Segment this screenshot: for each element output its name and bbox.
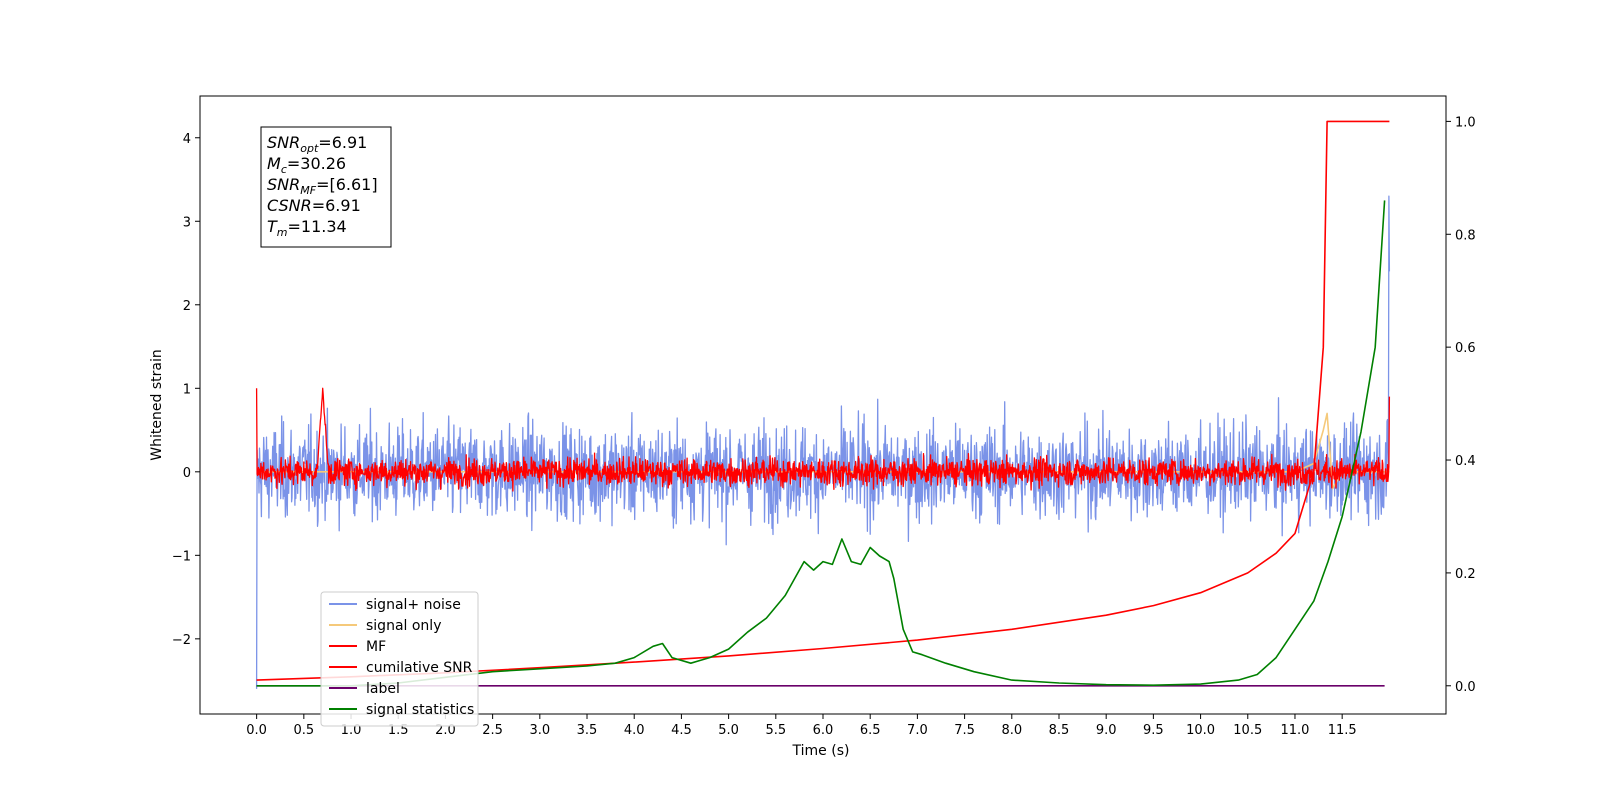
legend-label: cumilative SNR	[366, 660, 473, 676]
x-axis-label: Time (s)	[792, 743, 850, 759]
x-tick-label: 8.5	[1049, 723, 1070, 738]
annotation-symbol: SNR	[267, 175, 300, 194]
x-tick-label: 0.5	[293, 723, 314, 738]
y-axis-label: Whitened strain	[149, 349, 165, 460]
annotation-value: =6.91	[318, 133, 367, 152]
x-tick-label: 10.0	[1186, 723, 1215, 738]
annotation-subscript: MF	[300, 184, 316, 197]
x-tick-label: 10.5	[1233, 723, 1262, 738]
y-tick-label: 2	[183, 299, 191, 314]
legend-label: signal+ noise	[366, 597, 461, 613]
annotation-value: =6.91	[312, 196, 361, 215]
x-tick-label: 4.5	[671, 723, 692, 738]
x-tick-label: 3.5	[577, 723, 598, 738]
annotation-line: Mc=30.26	[267, 154, 346, 176]
x-tick-label: 7.0	[907, 723, 928, 738]
y-tick-label: 1	[183, 382, 191, 397]
x-tick-label: 1.5	[388, 723, 409, 738]
annotation-subscript: opt	[300, 142, 319, 155]
x-tick-label: 0.0	[246, 723, 267, 738]
y-right-tick-label: 0.4	[1455, 454, 1476, 469]
annotation-line: Tm=11.34	[267, 217, 347, 239]
x-tick-label: 4.0	[624, 723, 645, 738]
x-tick-label: 6.5	[860, 723, 881, 738]
annotation-value: =11.34	[288, 217, 347, 236]
legend-label: MF	[366, 639, 386, 655]
series-line-0	[255, 195, 1391, 689]
legend-label: signal statistics	[366, 702, 474, 718]
x-tick-label: 9.5	[1143, 723, 1164, 738]
y-tick-label: 3	[183, 215, 191, 230]
y-tick-label: −2	[172, 633, 191, 648]
annotation-subscript: m	[277, 226, 288, 239]
x-tick-label: 6.0	[813, 723, 834, 738]
series-line-2	[255, 387, 1391, 492]
x-tick-label: 11.5	[1328, 723, 1357, 738]
y-right-tick-label: 0.6	[1455, 341, 1476, 356]
x-tick-label: 9.0	[1096, 723, 1117, 738]
y-tick-label: 0	[183, 466, 191, 481]
series-line-3	[256, 120, 1390, 681]
legend-label: label	[366, 681, 400, 697]
y-right-tick-label: 1.0	[1455, 115, 1476, 130]
x-tick-label: 7.5	[954, 723, 975, 738]
annotation-value: =[6.61]	[316, 175, 378, 194]
y-right-tick-label: 0.2	[1455, 567, 1476, 582]
y-tick-label: 4	[183, 132, 191, 147]
x-tick-label: 2.5	[482, 723, 503, 738]
annotation-box: SNRopt=6.91Mc=30.26SNRMF=[6.61]CSNR=6.91…	[260, 126, 392, 248]
annotation-symbol: SNR	[267, 133, 300, 152]
annotation-symbol: M	[267, 154, 281, 173]
x-tick-label: 3.0	[529, 723, 550, 738]
x-tick-label: 5.5	[765, 723, 786, 738]
x-tick-label: 11.0	[1280, 723, 1309, 738]
annotation-symbol: CSNR	[267, 196, 312, 215]
y-right-tick-label: 0.0	[1455, 680, 1476, 695]
annotation-line: SNRopt=6.91	[267, 133, 367, 155]
annotation-line: CSNR=6.91	[267, 196, 361, 215]
series-line-5	[256, 200, 1386, 687]
annotation-value: =30.26	[287, 154, 346, 173]
y-right-tick-label: 0.8	[1455, 228, 1476, 243]
legend: signal+ noise signal only MF cumilative SNR…	[320, 591, 479, 727]
y-tick-label: −1	[172, 549, 191, 564]
annotation-frame	[260, 126, 392, 248]
x-tick-label: 5.0	[718, 723, 739, 738]
x-tick-label: 8.0	[1001, 723, 1022, 738]
annotation-symbol: T	[267, 217, 278, 236]
legend-frame	[320, 591, 479, 727]
legend-label: signal only	[366, 618, 441, 634]
x-tick-label: 1.0	[341, 723, 362, 738]
annotation-subscript: c	[281, 163, 287, 176]
annotation-line: SNRMF=[6.61]	[267, 175, 378, 197]
x-tick-label: 2.0	[435, 723, 456, 738]
